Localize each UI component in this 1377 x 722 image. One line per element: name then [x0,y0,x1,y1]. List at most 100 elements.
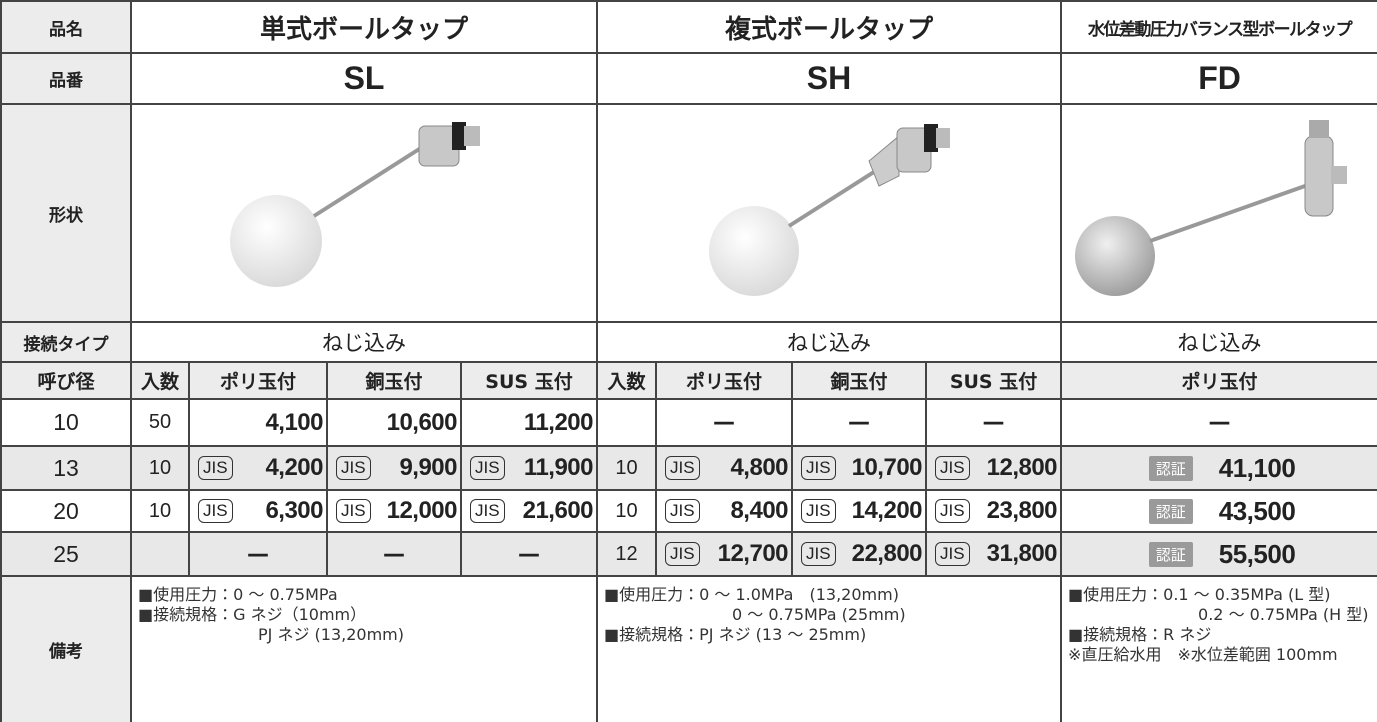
name-row: 品名 単式ボールタップ 複式ボールタップ 水位差動圧力バランス型ボールタップ [0,0,1377,54]
cell: JIS 12,800 [925,445,1063,491]
column-header-row: 呼び径 入数 ポリ玉付 銅玉付 SUS 玉付 入数 ポリ玉付 銅玉付 SUS 玉付 ポリ玉付 [0,361,1377,400]
price-cell: JIS 12,700 [658,540,790,568]
note-line: ■接続規格：G ネジ（10mm） [138,605,367,624]
connection-type: ねじ込み [129,321,599,363]
badge: JIS [935,456,970,480]
price-cell: JIS 4,800 [658,454,790,482]
price: 31,800 [986,540,1058,567]
quantity: 50 [148,411,172,433]
badge: JIS [665,499,700,523]
column-header: 入数 [596,361,658,400]
cell: 10,600 [326,398,462,447]
badge: JIS [801,456,836,480]
badge: JIS [665,456,700,480]
note-line: 0.2 ～ 0.75MPa (H 型) [1198,605,1369,624]
cell: JIS 4,200 [188,445,328,491]
price-cell: JIS 23,800 [928,497,1059,525]
nominal-size: 13 [53,454,79,481]
product-image [1074,120,1347,296]
cell: — [791,398,928,447]
column-header: ポリ玉付 [655,361,794,400]
cell: 認証 55,500 [1060,531,1377,577]
code-row: 品番 SL SH FD [0,52,1377,105]
badge: JIS [470,456,505,480]
badge: JIS [665,542,700,566]
price-cell: JIS 11,900 [463,454,595,482]
connection-type: ねじ込み [1060,321,1377,363]
price: 12,000 [386,497,458,524]
price: 10,700 [851,454,923,481]
product-code: SH [596,52,1063,105]
badge: JIS [935,499,970,523]
cell: 認証 41,100 [1060,445,1377,491]
price-cell: JIS 9,900 [329,454,459,482]
price-cell: 4,100 [191,409,325,437]
price: 55,500 [1218,538,1296,569]
cell: — [925,398,1063,447]
image-cell [596,103,1063,323]
badge: JIS [801,542,836,566]
badge: JIS [801,499,836,523]
price: 4,200 [265,454,323,481]
note-line: PJ ネジ (13,20mm) [258,625,405,644]
row-label: 接続タイプ [0,321,132,363]
product-image [709,124,951,296]
connection-row: 接続タイプ ねじ込み ねじ込み ねじ込み [0,321,1377,363]
cell: JIS 6,300 [188,489,328,533]
quantity: 10 [148,456,172,479]
price-cell: JIS 31,800 [928,540,1059,568]
not-available: — [383,541,405,567]
cell: 認証 43,500 [1060,489,1377,533]
notes: ■使用圧力：0 ～ 1.0MPa (13,20mm) 0 ～ 0.75MPa (2… [596,575,1063,722]
nominal-size: 25 [53,540,79,567]
badge: 認証 [1148,498,1193,524]
price: 4,800 [730,454,789,481]
not-available: — [848,410,871,435]
cell: — [1060,398,1377,447]
notes-row: 備考 ■使用圧力：0 ～ 0.75MPa ■接続規格：G ネジ（10mm） PJ ネジ… [0,575,1377,722]
price-cell: 認証 41,100 [1063,452,1376,484]
quantity: 10 [148,499,172,522]
price: 12,800 [986,454,1058,481]
cell: 12 [596,531,658,577]
price-row: 20 10 JIS 6,300 JIS 12,000 JIS 21,600 10 JIS 8,400… [0,489,1377,533]
product-name: 単式ボールタップ [129,0,599,54]
cell [130,531,190,577]
price-cell: JIS 4,200 [191,454,325,482]
cell: JIS 23,800 [925,489,1063,533]
notes: ■使用圧力：0 ～ 0.75MPa ■接続規格：G ネジ（10mm） PJ ネジ (… [129,575,599,722]
note-line: ※直圧給水用 ※水位差範囲 100mm [1068,645,1338,664]
not-available: — [1208,410,1231,435]
cell: — [459,531,599,577]
cell: JIS 9,900 [326,445,462,491]
row-label: 形状 [0,103,132,323]
price: 8,400 [730,497,789,524]
cell: 4,100 [188,398,328,447]
cell: 25 [0,531,132,577]
cell: 20 [0,489,132,533]
product-name: 水位差動圧力バランス型ボールタップ [1060,0,1377,54]
price-cell: JIS 12,000 [329,497,459,525]
notes: ■使用圧力：0.1 ～ 0.35MPa (L 型) 0.2 ～ 0.75MPa (… [1060,575,1377,722]
column-header: SUS 玉付 [459,361,599,400]
cell: JIS 12,700 [655,531,794,577]
price: 11,200 [523,408,594,436]
badge: JIS [198,499,233,523]
price: 21,600 [522,497,594,524]
not-available: — [713,410,736,435]
note-line: ■接続規格：PJ ネジ (13 ～ 25mm) [604,625,867,644]
cell: JIS 14,200 [791,489,928,533]
nominal-size: 10 [53,409,79,435]
badge: 認証 [1148,455,1193,481]
price-row: 13 10 JIS 4,200 JIS 9,900 JIS 11,900 10 JIS 4,800 J… [0,445,1377,491]
cell: 10 [596,489,658,533]
price: 41,100 [1218,452,1296,483]
badge: JIS [935,542,970,566]
note-line: 0 ～ 0.75MPa (25mm) [732,605,906,624]
price: 11,900 [523,454,594,481]
price-cell: JIS 10,700 [794,454,924,482]
cell: JIS 8,400 [655,489,794,533]
price: 43,500 [1218,495,1296,526]
